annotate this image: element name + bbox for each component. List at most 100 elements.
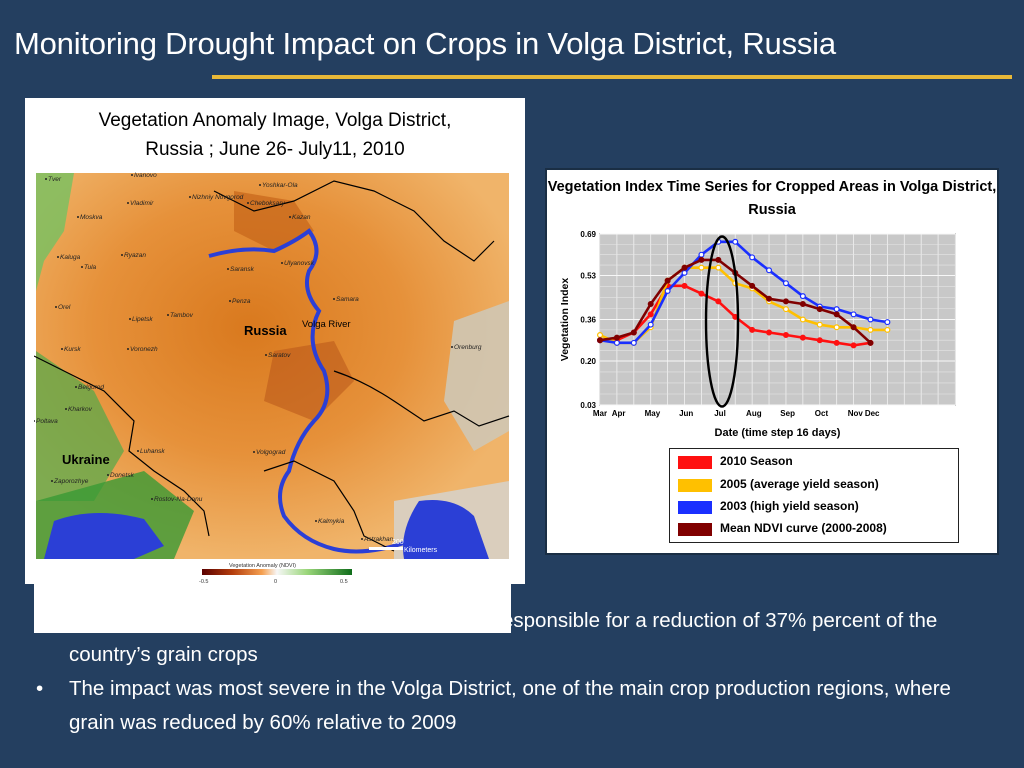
map-city-dot	[129, 318, 131, 320]
map-caption-line2: Russia ; June 26- July11, 2010	[145, 139, 405, 160]
map-city-dot	[289, 216, 291, 218]
colorbar	[202, 569, 352, 575]
bullet-text: Low rainfall and hot temperatures were l…	[69, 609, 938, 666]
colorbar-title-text: Vegetation Anomaly	[229, 563, 278, 569]
vegetation-anomaly-map: Russia Ukraine Volga River Tver Ivanovo Mo…	[34, 171, 511, 659]
map-city-dot	[227, 268, 229, 270]
colorbar-title: Vegetation Anomaly (NDVI)	[229, 563, 296, 569]
map-label-volga-river: Volga River	[302, 319, 351, 330]
map-city-dot	[107, 474, 109, 476]
bullet-item: • The impact was most severe in the Volg…	[36, 672, 996, 740]
map-city-dot	[229, 300, 231, 302]
map-city-label: Yoshkar-Ola	[262, 182, 298, 189]
map-city-dot	[61, 348, 63, 350]
map-city-label: Astrakhan	[363, 536, 394, 543]
data-point	[749, 254, 756, 261]
map-city-label: Rostov-Na-Donu	[154, 496, 203, 503]
map-city-labels: Tver Ivanovo Moskva Vladimir Nizhniy Novgoro…	[34, 172, 482, 543]
slide-title: Monitoring Drought Impact on Crops in Vo…	[14, 26, 836, 61]
map-city-dot	[281, 262, 283, 264]
data-point	[647, 300, 654, 307]
map-city-label: Kaluga	[60, 254, 81, 261]
data-point	[647, 321, 654, 328]
y-tick-label: 0.03	[580, 401, 596, 410]
map-label-russia: Russia	[244, 323, 287, 338]
x-tick-label: Jul	[714, 409, 726, 418]
map-city-dot	[259, 184, 261, 186]
map-scale-unit: Kilometers	[404, 547, 438, 554]
map-city-dot	[45, 178, 47, 180]
data-point	[766, 295, 773, 302]
map-city-label: Kharkov	[68, 406, 93, 413]
data-point	[850, 311, 857, 318]
y-tick-label: 0.20	[580, 357, 596, 366]
map-city-dot	[151, 498, 153, 500]
y-tick-label: 0.36	[580, 316, 596, 325]
map-city-label: Tver	[48, 176, 62, 183]
map-city-label: Volgograd	[256, 449, 286, 456]
y-tick-label: 0.53	[580, 271, 596, 280]
map-city-label: Orel	[58, 304, 71, 311]
map-city-label: Ulyanovsk	[284, 260, 315, 267]
map-city-dot	[265, 354, 267, 356]
map-gray-east	[444, 301, 509, 451]
data-point	[799, 300, 806, 307]
colorbar-tick-zero: 0	[274, 579, 277, 585]
data-point	[749, 326, 756, 333]
map-sea-of-azov	[44, 512, 164, 559]
map-city-dot	[127, 202, 129, 204]
data-point	[766, 267, 773, 274]
data-point	[613, 339, 620, 346]
x-tick-label: Jun	[679, 409, 693, 418]
map-city-dot	[131, 174, 133, 176]
data-point	[782, 306, 789, 313]
data-point	[816, 321, 823, 328]
map-city-label: Ivanovo	[134, 172, 157, 179]
data-point	[698, 290, 705, 297]
map-city-dot	[253, 451, 255, 453]
map-city-dot	[127, 348, 129, 350]
data-point	[681, 264, 688, 271]
map-city-label: Belgorod	[78, 384, 104, 391]
map-city-label: Kalmykia	[318, 518, 345, 525]
map-city-dot	[51, 480, 53, 482]
data-point	[799, 334, 806, 341]
x-tick-label: Nov	[848, 409, 864, 418]
data-point	[596, 332, 603, 339]
legend-swatch-2005	[678, 479, 712, 492]
map-border-kazakhstan	[333, 370, 510, 427]
map-city-dot	[65, 408, 67, 410]
data-point	[766, 329, 773, 336]
data-point	[799, 293, 806, 300]
map-city-dot	[77, 216, 79, 218]
data-point	[884, 326, 891, 333]
map-city-label: Cheboksary	[250, 200, 285, 207]
map-city-dot	[315, 520, 317, 522]
x-axis-label: Date (time step 16 days)	[715, 427, 841, 439]
map-city-label: Donetsk	[110, 472, 135, 479]
data-point	[630, 339, 637, 346]
data-point	[698, 256, 705, 263]
map-volga-river	[208, 228, 405, 554]
map-city-label: Lipetsk	[132, 316, 153, 323]
map-panel: Vegetation Anomaly Image, Volga District…	[25, 98, 525, 633]
data-point	[833, 306, 840, 313]
legend-label-2010: 2010 Season	[720, 454, 793, 468]
bullet-text: The impact was most severe in the Volga …	[69, 677, 951, 734]
y-tick-label: 0.69	[580, 230, 596, 239]
map-graphic: Russia Ukraine Volga River Tver Ivanovo Mo…	[34, 171, 511, 633]
map-city-dot	[34, 420, 35, 422]
data-point	[715, 264, 722, 271]
map-caption-line1: Vegetation Anomaly Image, Volga District…	[98, 110, 452, 131]
chart-legend: 2010 Season 2005 (average yield season) …	[669, 448, 959, 543]
data-point	[681, 269, 688, 276]
map-city-label: Moskva	[80, 214, 103, 221]
map-scale-bar	[369, 547, 403, 550]
map-city-dot	[57, 256, 59, 258]
map-city-label: Orenburg	[454, 344, 482, 351]
data-point	[749, 282, 756, 289]
bullet-item: • Low rainfall and hot temperatures were…	[36, 604, 996, 672]
y-axis-label: Vegetation Index	[559, 278, 571, 362]
x-tick-label: Apr	[612, 409, 626, 418]
map-city-dot	[167, 314, 169, 316]
